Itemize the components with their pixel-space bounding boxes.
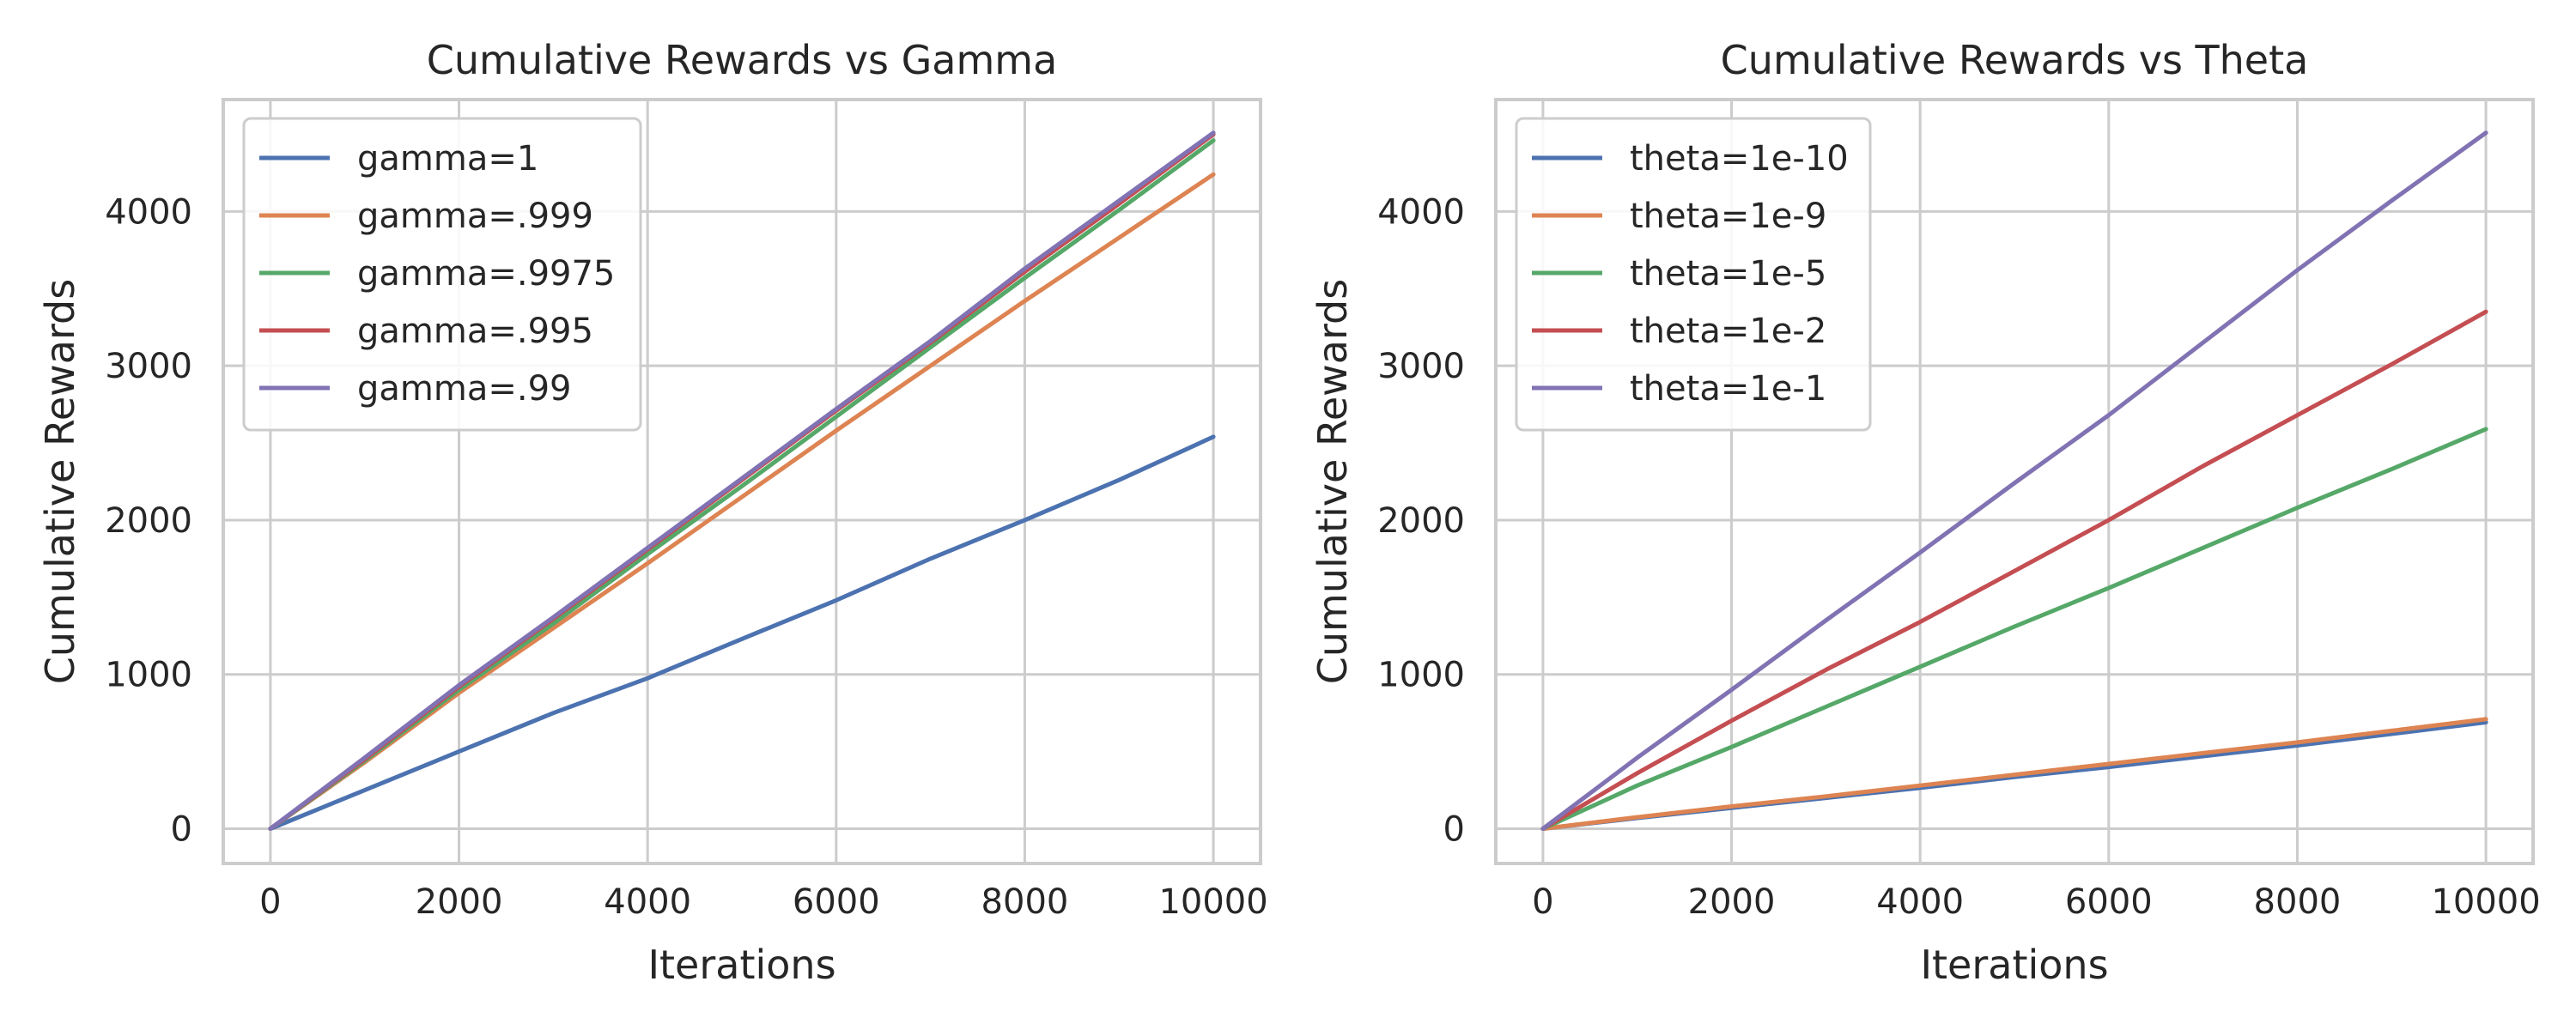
x-tick-label: 4000	[604, 882, 691, 922]
y-tick-label: 2000	[105, 501, 192, 541]
y-tick-label: 2000	[1377, 501, 1465, 541]
x-tick-label: 8000	[2254, 882, 2342, 922]
x-tick-label: 10000	[1158, 882, 1267, 922]
chart-panel-gamma: 0 2000 4000 6000 8000 1000001000200030004000 …	[37, 37, 1268, 988]
series-line-5	[1540, 130, 2488, 831]
legend-label: gamma=.9975	[357, 254, 615, 294]
x-tick-label: 10000	[2431, 882, 2540, 922]
series-line-5	[268, 130, 1216, 831]
x-axis-label: Iterations	[1920, 942, 2108, 988]
chart-title: Cumulative Rewards vs Theta	[1721, 37, 2309, 83]
series-line-2	[1540, 717, 2488, 831]
legend-label: gamma=.99	[357, 369, 571, 409]
axes-frame	[1494, 98, 2535, 865]
y-tick-label: 4000	[105, 192, 192, 232]
legend-label: gamma=.999	[357, 197, 593, 236]
x-tick-label: 6000	[2065, 882, 2153, 922]
x-axis-label: Iterations	[647, 942, 835, 988]
chart-title: Cumulative Rewards vs Gamma	[427, 37, 1058, 83]
y-axis-label: Cumulative Rewards	[1309, 279, 1356, 684]
legend-label: theta=1e-9	[1630, 197, 1826, 236]
series-line-3	[1540, 427, 2488, 831]
x-tick-label: 0	[259, 882, 281, 922]
legend-box	[1515, 117, 1872, 432]
y-tick-label: 1000	[1377, 656, 1465, 695]
legend-label: gamma=.995	[357, 312, 593, 351]
x-tick-label: 0	[1532, 882, 1553, 922]
axes-frame	[222, 98, 1262, 865]
y-tick-label: 0	[1443, 810, 1465, 850]
legend-label: theta=1e-1	[1630, 369, 1826, 409]
legend-label: gamma=1	[357, 139, 538, 179]
legend-label: theta=1e-5	[1630, 254, 1826, 294]
y-axis-label: Cumulative Rewards	[37, 279, 83, 684]
x-tick-label: 6000	[793, 882, 880, 922]
x-tick-label: 2000	[416, 882, 503, 922]
legend-label: theta=1e-2	[1630, 312, 1826, 351]
series-line-4	[1540, 309, 2488, 831]
legend-label: theta=1e-10	[1630, 139, 1849, 179]
series-line-1	[268, 434, 1216, 831]
y-tick-label: 3000	[105, 347, 192, 386]
legend-box	[242, 117, 642, 432]
x-tick-label: 2000	[1688, 882, 1776, 922]
y-tick-label: 3000	[1377, 347, 1465, 386]
y-tick-label: 0	[171, 810, 192, 850]
y-tick-label: 4000	[1377, 192, 1465, 232]
x-tick-label: 4000	[1876, 882, 1964, 922]
chart-panel-theta: 0 2000 4000 6000 8000 1000001000200030004000 …	[1309, 37, 2541, 988]
x-tick-label: 8000	[981, 882, 1069, 922]
y-tick-label: 1000	[105, 656, 192, 695]
